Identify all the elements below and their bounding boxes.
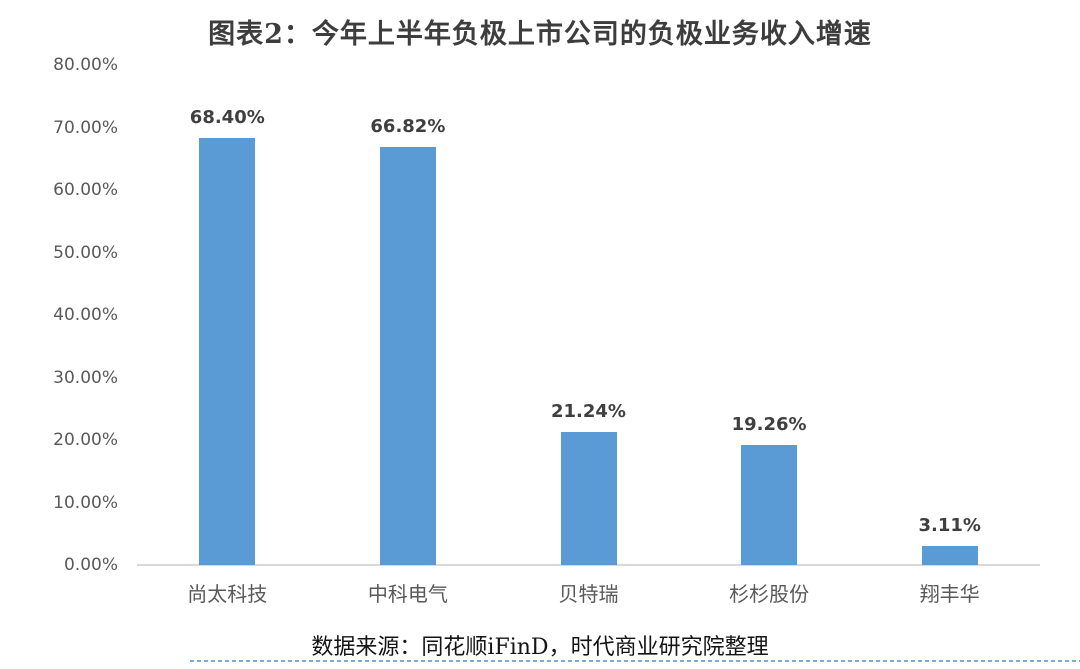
y-tick-label: 60.00% (53, 180, 118, 200)
y-tick-label: 10.00% (53, 492, 118, 513)
bar (560, 432, 617, 565)
x-axis-category-label: 尚太科技 (187, 582, 268, 606)
x-axis-category-label: 翔丰华 (919, 582, 980, 606)
y-tick-label: 20.00% (53, 430, 118, 450)
bar (921, 545, 978, 565)
x-axis-category-label: 杉杉股份 (729, 582, 810, 606)
x-axis-category-label: 中科电气 (367, 582, 448, 606)
bar-value-label: 3.11% (918, 514, 981, 536)
y-tick-label: 50.00% (53, 242, 118, 263)
bar-value-label: 66.82% (370, 116, 446, 138)
y-tick-label: 80.00% (53, 55, 118, 75)
x-axis-line (137, 564, 1040, 566)
bar (741, 444, 798, 565)
bar (379, 147, 436, 565)
bar-value-label: 19.26% (731, 413, 807, 435)
y-tick-label: 30.00% (53, 367, 118, 388)
y-tick-label: 40.00% (53, 305, 118, 325)
source-note: 数据来源：同花顺iFinD，时代商业研究院整理 (311, 635, 769, 660)
y-tick-label: 70.00% (53, 117, 118, 138)
bar (199, 137, 256, 565)
bar-value-label: 68.40% (189, 106, 265, 128)
bar-value-label: 21.24% (551, 401, 626, 423)
y-tick-label: 0.00% (63, 555, 118, 575)
bottom-dotted-divider (190, 660, 1080, 662)
chart-title: 图表2：今年上半年负极上市公司的负极业务收入增速 (208, 19, 872, 50)
x-axis-category-label: 贝特瑞 (558, 582, 619, 606)
